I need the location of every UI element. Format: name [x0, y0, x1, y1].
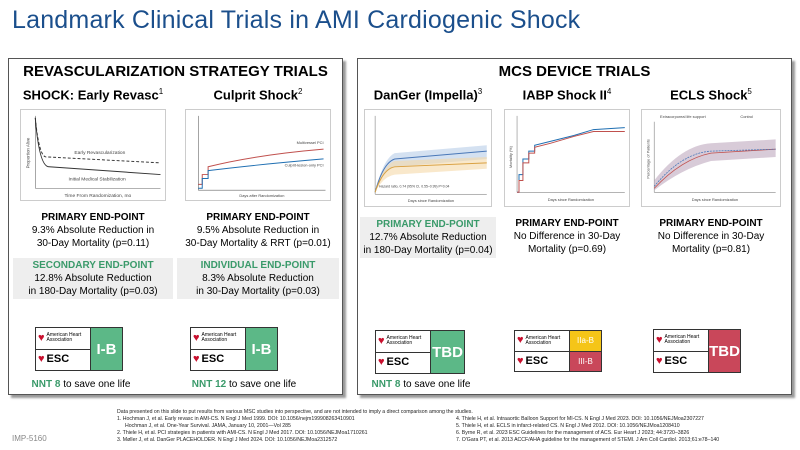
recommendation-class: I-B: [90, 328, 122, 370]
aha-heart-icon: ♥: [38, 331, 45, 344]
primary-endpoint: PRIMARY END-POINT No Difference in 30-Day…: [513, 218, 621, 255]
guideline-badge: ♥ American Heart Association ♥ ESC I-B: [35, 327, 123, 371]
x-axis-label: Days since Randomization: [692, 197, 738, 202]
km-chart: Extracorporeal life support Control Perc…: [641, 109, 781, 207]
trial-culprit-shock: Culprit Shock2 Multivessel PCI Culprit-l…: [177, 87, 339, 299]
nnt-text: NNT 8 to save one life: [371, 379, 471, 390]
nnt-text: NNT 8 to save one life: [31, 379, 131, 390]
x-axis-label: Days after Randomization: [239, 193, 284, 198]
km-chart: Early Revascularization Initial Medical …: [20, 109, 166, 201]
secondary-endpoint: SECONDARY END-POINT 12.8% Absolute Reduct…: [13, 258, 173, 299]
revascularization-panel: REVASCULARIZATION STRATEGY TRIALS SHOCK:…: [8, 58, 343, 395]
y-axis-label: Percentage of Patients: [645, 139, 650, 179]
recommendation-class: I-B: [245, 328, 277, 370]
trial-name: ECLS Shock: [670, 87, 748, 103]
nnt-text: NNT 12 to save one life: [191, 379, 297, 390]
trial-danger: DanGer (Impella)3 Hazard ratio, 0.74 (95…: [360, 87, 496, 258]
disclaimer: Data presented on this slide to put resu…: [117, 409, 473, 415]
aha-heart-icon: ♥: [517, 334, 524, 347]
series-label: Initial Medical Stabilization: [69, 176, 126, 182]
x-axis-label: Time From Randomization, mo: [65, 193, 132, 199]
chart-note: Hazard ratio, 0.74 (95% CI, 0.55–0.99) P…: [379, 184, 449, 188]
trial-name: IABP Shock II: [522, 87, 607, 103]
series-label: Early Revascularization: [74, 150, 125, 156]
aha-heart-icon: ♥: [656, 333, 663, 346]
esc-heart-icon: ♥: [517, 354, 524, 367]
trial-iabp-shock-ii: IABP Shock II4 Mortality (%) Days since …: [502, 87, 632, 256]
trial-name: SHOCK: Early Revasc: [22, 87, 159, 103]
series-label: Multivessel PCI: [297, 140, 324, 145]
references-right: 4. Thiele H, et al. Intraaortic Balloon …: [456, 416, 720, 443]
series-label: Culprit-lesion-only PCI: [285, 163, 324, 168]
chart-svg: Multivessel PCI Culprit-lesion-only PCI …: [198, 115, 326, 198]
chart-svg: Early Revascularization Initial Medical …: [25, 115, 161, 199]
culprit-line: [198, 158, 324, 189]
km-chart: Mortality (%) Days since Randomization: [504, 109, 630, 207]
guideline-badge: ♥ American Heart Association ♥ ESC TBD: [653, 329, 741, 373]
primary-endpoint: PRIMARY END-POINT No Difference in 30-Day…: [657, 218, 765, 255]
guideline-badge: ♥ American Heart Association ♥ ESC TBD: [375, 330, 465, 374]
primary-endpoint: PRIMARY END-POINT 9.3% Absolute Reduction…: [31, 212, 155, 249]
x-axis-label: Days since Randomization: [408, 198, 454, 203]
aha-class: IIa-B: [570, 331, 601, 352]
aha-heart-icon: ♥: [193, 331, 200, 344]
impella-line: [374, 162, 487, 193]
panel-heading: REVASCULARIZATION STRATEGY TRIALS: [23, 63, 328, 80]
km-chart: Multivessel PCI Culprit-lesion-only PCI …: [185, 109, 331, 201]
recommendation-class: TBD: [708, 330, 740, 372]
references-left: 1. Hochman J, et al. Early revasc in AMI…: [117, 416, 368, 443]
ref: 2: [298, 87, 303, 96]
legend-item: Extracorporeal life support: [660, 114, 707, 119]
esc-heart-icon: ♥: [378, 356, 385, 369]
medical-line: [34, 117, 161, 176]
esc-heart-icon: ♥: [38, 353, 45, 366]
guideline-badge: ♥ American Heart Association ♥ ESC I-B: [190, 327, 278, 371]
recommendation-class: TBD: [430, 331, 464, 373]
control-line: [517, 127, 625, 193]
panel-heading: MCS DEVICE TRIALS: [498, 63, 651, 80]
ecls-line: [653, 148, 776, 189]
chart-svg: Hazard ratio, 0.74 (95% CI, 0.55–0.99) P…: [374, 115, 487, 203]
document-id: IMP-5160: [12, 434, 47, 443]
trial-name: Culprit Shock: [213, 87, 299, 103]
primary-endpoint: PRIMARY END-POINT 9.5% Absolute Reduction…: [185, 212, 331, 249]
guideline-badge: ♥ American Heart Association ♥ ESC IIa-B III…: [514, 330, 602, 372]
aha-logo: ♥ American Heart Association: [36, 328, 90, 350]
slide-title: Landmark Clinical Trials in AMI Cardioge…: [12, 6, 581, 34]
y-axis-label: Mortality (%): [508, 145, 513, 168]
mcs-device-panel: MCS DEVICE TRIALS DanGer (Impella)3 Haza…: [357, 58, 792, 395]
aha-heart-icon: ♥: [378, 334, 385, 347]
control-line: [653, 148, 776, 187]
individual-endpoint: INDIVIDUAL END-POINT 8.3% Absolute Reduct…: [177, 258, 339, 299]
multivessel-line: [198, 148, 324, 185]
y-axis-label: Proportion Alive: [25, 137, 30, 168]
x-axis-label: Days since Randomization: [548, 197, 594, 202]
esc-class: III-B: [570, 351, 601, 371]
trial-shock: SHOCK: Early Revasc1 Early Revasculariza…: [13, 87, 173, 299]
legend-item: Control: [740, 114, 753, 119]
ref: 1: [158, 87, 164, 96]
trial-ecls-shock: ECLS Shock5 Extracorporeal life support …: [636, 87, 786, 256]
esc-heart-icon: ♥: [193, 353, 200, 366]
trial-name: DanGer (Impella): [373, 87, 478, 103]
km-chart: Hazard ratio, 0.74 (95% CI, 0.55–0.99) P…: [364, 109, 492, 207]
early-revasc-line: [34, 117, 161, 164]
chart-svg: Mortality (%) Days since Randomization: [508, 115, 625, 202]
esc-heart-icon: ♥: [656, 355, 663, 368]
primary-endpoint: PRIMARY END-POINT 12.7% Absolute Reductio…: [360, 217, 496, 258]
chart-svg: Extracorporeal life support Control Perc…: [645, 114, 776, 202]
iabp-line: [517, 131, 625, 193]
